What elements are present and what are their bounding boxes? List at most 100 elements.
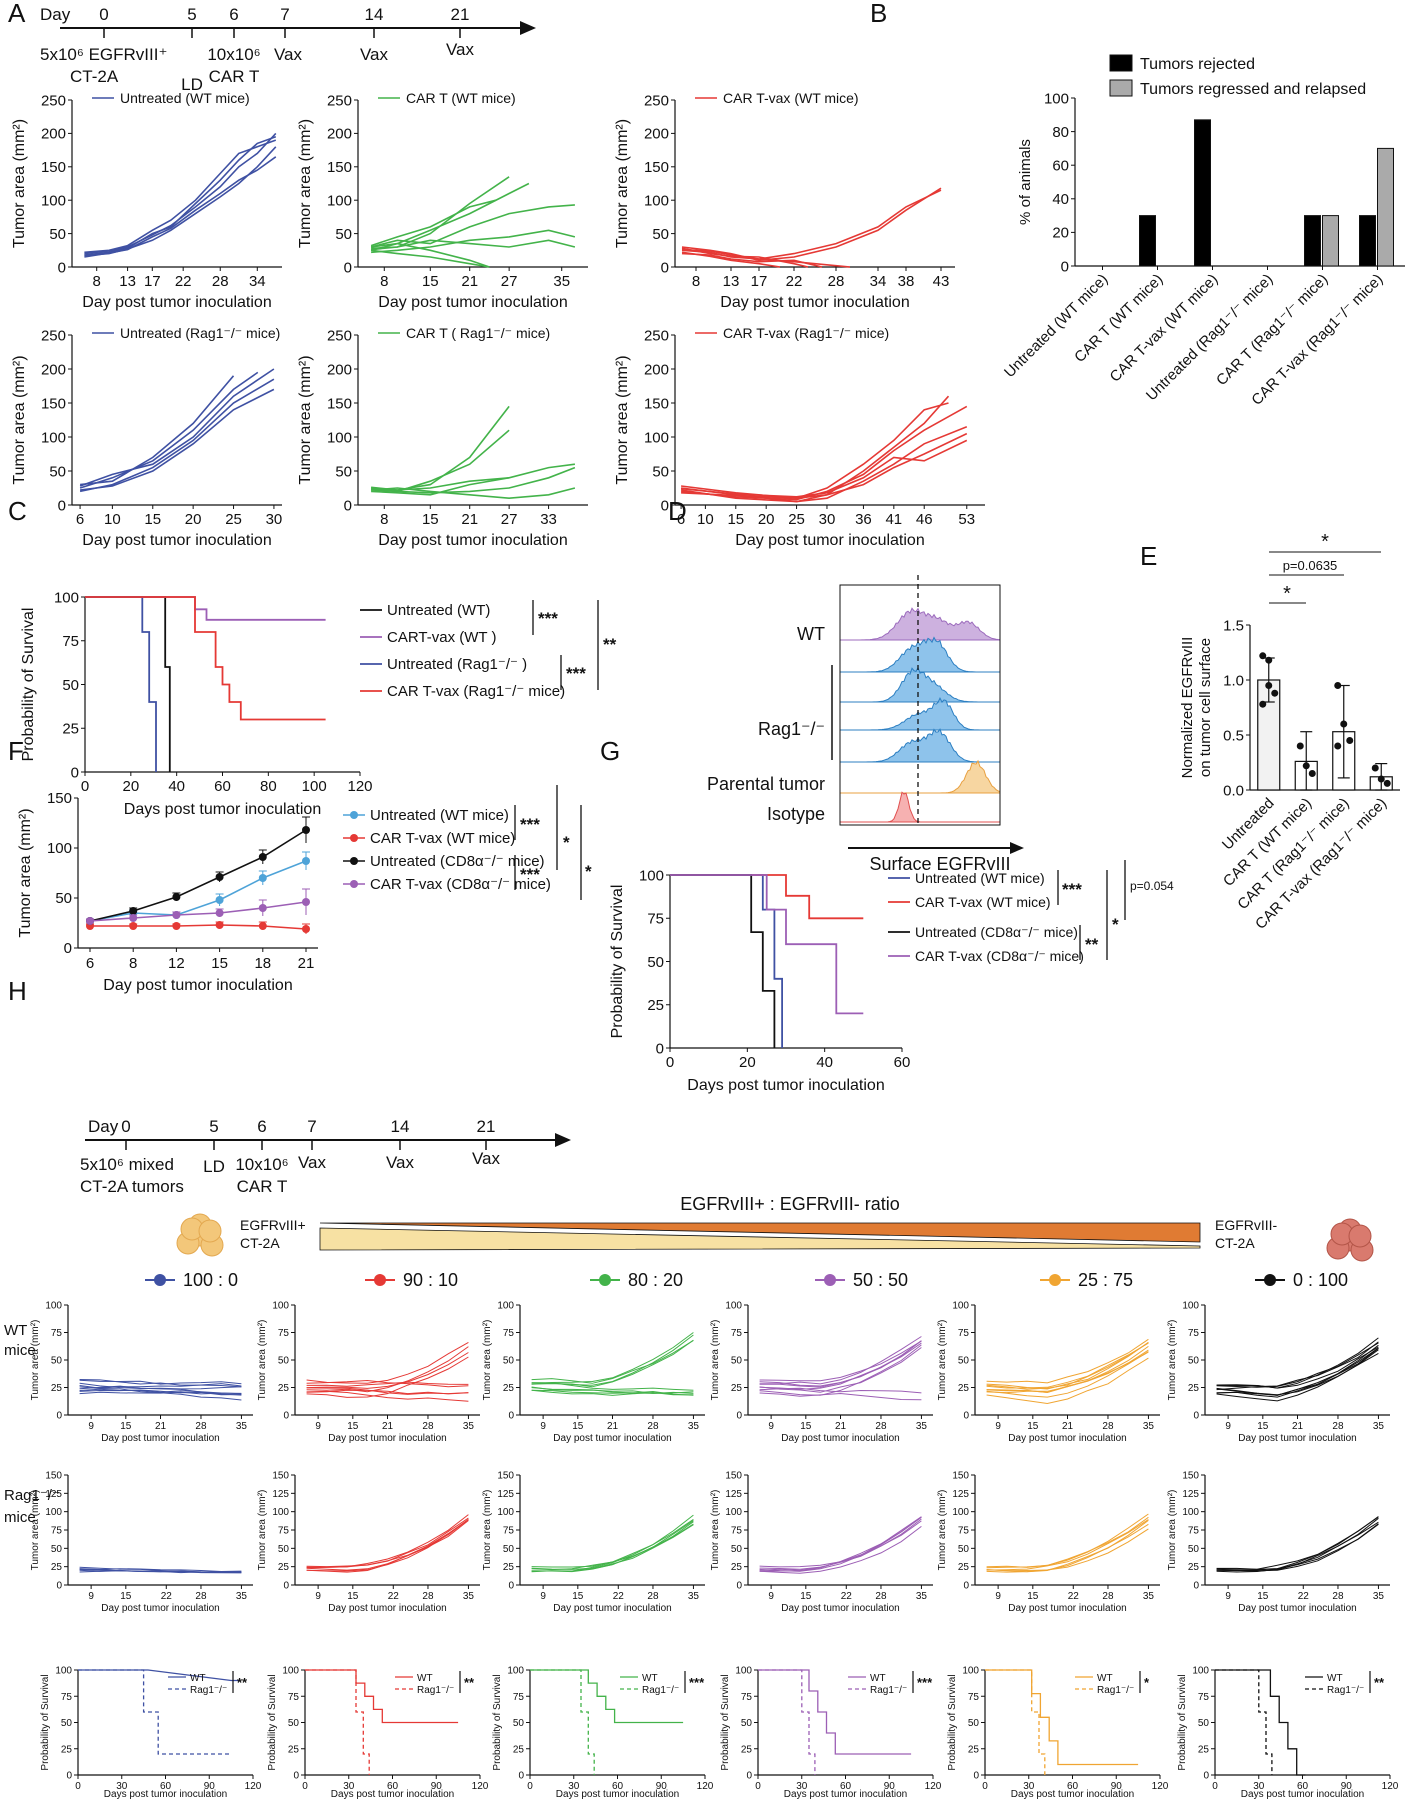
significance: *** — [1062, 880, 1082, 899]
growth-curve — [986, 1528, 1149, 1573]
y-tick-label: 0.0 — [1223, 782, 1244, 799]
y-tick-label: 0 — [58, 497, 66, 514]
timeline-event: Vax — [446, 40, 475, 59]
x-tick-label: 9 — [995, 1591, 1001, 1602]
y-tick-label: 0 — [973, 1771, 979, 1782]
x-tick-label: 27 — [501, 511, 518, 528]
growth-curve — [531, 1339, 694, 1384]
x-tick-label: 12 — [168, 955, 185, 972]
timeline-event: CAR T — [209, 67, 260, 86]
x-tick-label: CAR T (Rag1⁻/⁻ mice) — [1213, 271, 1331, 389]
x-tick-label: 120 — [472, 1781, 489, 1792]
y-axis-label: Tumor area (mm²) — [297, 355, 314, 484]
y-tick-label: 150 — [497, 1471, 514, 1482]
timeline-arrow — [520, 21, 536, 35]
y-tick-label: 100 — [272, 1507, 289, 1518]
histogram-label: WT — [797, 624, 825, 644]
x-tick-label: 90 — [431, 1781, 443, 1792]
x-tick-label: 34 — [249, 273, 266, 290]
x-tick-label: 53 — [958, 511, 975, 528]
y-tick-label: 75 — [288, 1692, 300, 1703]
x-tick-label: 22 — [175, 273, 192, 290]
growth-curve — [306, 1352, 469, 1389]
y-tick-label: 75 — [51, 1526, 63, 1537]
growth-curve — [1216, 1516, 1379, 1572]
y-axis-label: Tumor area (mm²) — [710, 1490, 721, 1571]
data-point — [258, 853, 267, 861]
survival-curve-rag — [78, 1669, 232, 1755]
ratio-wedge-positive — [319, 1222, 1201, 1243]
histogram — [840, 607, 1001, 641]
y-tick-label: 150 — [41, 395, 66, 412]
survival-curve-rag — [530, 1669, 595, 1775]
x-tick-label: 15 — [572, 1591, 584, 1602]
y-tick-label: 50 — [335, 463, 352, 480]
growth-curve — [1216, 1344, 1379, 1396]
y-tick-label: 150 — [327, 159, 352, 176]
y-tick-label: 75 — [731, 1328, 743, 1339]
ratio-title: EGFRvIII+ : EGFRvIII- ratio — [680, 1194, 900, 1214]
y-tick-label: 250 — [327, 92, 352, 109]
x-tick-label: 8 — [380, 273, 388, 290]
y-tick-label: 100 — [644, 192, 669, 209]
legend-label: Rag1⁻/⁻ — [642, 1685, 679, 1696]
y-tick-label: 0 — [293, 1771, 299, 1782]
x-tick-label: 28 — [422, 1591, 434, 1602]
survival-curve-wt — [985, 1669, 1139, 1766]
y-tick-label: 125 — [272, 1489, 289, 1500]
x-tick-label: 30 — [266, 511, 283, 528]
x-axis-label: Day post tumor inoculation — [1008, 1433, 1126, 1444]
timeline-event: Vax — [298, 1153, 327, 1172]
legend-label: CAR T-vax (CD8α⁻/⁻ mice) — [915, 948, 1084, 964]
x-tick-label: 9 — [88, 1591, 94, 1602]
significance: * — [1144, 1675, 1150, 1690]
data-point — [302, 826, 310, 834]
y-tick-label: 75 — [51, 1328, 63, 1339]
y-axis-label: Tumor area (mm²) — [17, 808, 34, 937]
panel-letter: D — [668, 496, 687, 526]
data-point — [172, 893, 181, 901]
significance: p=0.0635 — [1283, 558, 1338, 573]
x-tick-label: 9 — [315, 1591, 321, 1602]
growth-curve — [531, 1332, 694, 1385]
x-axis-label: Day post tumor inoculation — [103, 977, 292, 994]
histogram — [840, 759, 1001, 794]
histogram-label: Parental tumor — [707, 774, 825, 794]
x-tick-label: 35 — [236, 1421, 248, 1432]
panel-letter: B — [870, 0, 887, 28]
data-point — [215, 896, 224, 904]
y-tick-label: 100 — [327, 429, 352, 446]
y-tick-label: 100 — [952, 1301, 969, 1312]
growth-curve — [306, 1514, 469, 1569]
x-tick-label: 9 — [768, 1591, 774, 1602]
x-tick-label: 30 — [819, 511, 836, 528]
y-tick-label: 100 — [47, 840, 72, 857]
x-tick-label: 28 — [1332, 1591, 1344, 1602]
x-axis-label: Days post tumor inoculation — [331, 1789, 454, 1800]
y-tick-label: 0 — [1193, 1411, 1199, 1422]
growth-curve — [986, 1342, 1149, 1390]
x-tick-label: 15 — [144, 511, 161, 528]
legend-label: 0 : 100 — [1293, 1270, 1348, 1290]
bar — [1377, 147, 1394, 267]
y-tick-label: 50 — [278, 1356, 290, 1367]
survival-curve-rag — [305, 1669, 370, 1775]
y-axis-label: Tumor area (mm²) — [30, 1320, 41, 1401]
significance: *** — [538, 609, 558, 628]
growth-curve — [371, 249, 490, 268]
y-tick-label: 75 — [62, 633, 79, 650]
growth-curve — [371, 229, 576, 254]
growth-curve — [79, 1379, 242, 1385]
y-tick-label: 75 — [1188, 1328, 1200, 1339]
growth-curve — [306, 1389, 469, 1395]
x-tick-label: 30 — [116, 1781, 128, 1792]
x-tick-label: 21 — [461, 273, 478, 290]
bar — [1322, 215, 1339, 267]
growth-curve — [79, 1379, 242, 1388]
x-axis-label: Day post tumor inoculation — [101, 1433, 219, 1444]
legend-label: 50 : 50 — [853, 1270, 908, 1290]
growth-curve — [370, 199, 497, 247]
data-point — [215, 873, 224, 881]
x-tick-label: 15 — [347, 1421, 359, 1432]
y-tick-label: 25 — [288, 1744, 300, 1755]
